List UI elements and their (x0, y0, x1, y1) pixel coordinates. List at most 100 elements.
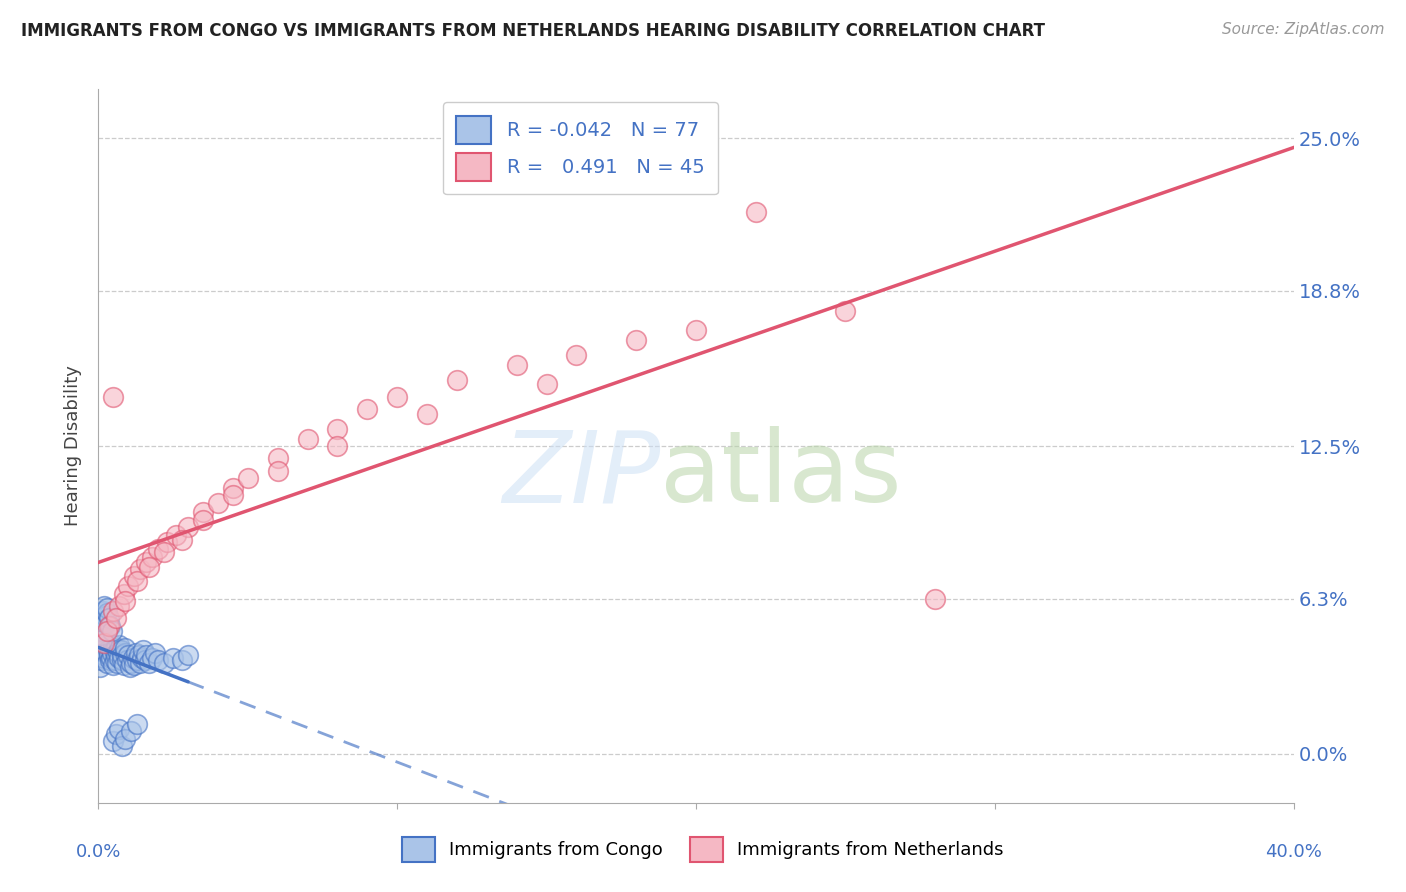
Point (91, 633, 114, 648)
Point (356, 402, 378, 417)
Point (103, 643, 125, 657)
Point (94, 616, 117, 631)
Point (134, 653, 156, 667)
Point (108, 650, 131, 665)
Point (94, 608, 117, 623)
Point (924, 591, 946, 606)
Point (135, 648, 157, 662)
Point (112, 587, 135, 601)
Point (118, 660, 141, 674)
Point (626, 333, 648, 347)
Point (114, 594, 136, 608)
Point (89, 611, 111, 625)
Point (685, 323, 707, 337)
Point (103, 734, 125, 748)
Point (89, 660, 111, 674)
Point (129, 656, 152, 670)
Point (172, 653, 194, 667)
Point (96, 656, 118, 670)
Point (138, 559, 160, 574)
Point (536, 377, 558, 392)
Point (153, 656, 176, 670)
Point (100, 650, 122, 665)
Point (107, 646, 129, 660)
Point (97, 611, 120, 625)
Point (96, 638, 118, 652)
Point (108, 722, 131, 736)
Point (110, 643, 132, 657)
Point (165, 527, 187, 541)
Point (101, 624, 124, 638)
Point (125, 646, 148, 660)
Point (131, 650, 153, 665)
Point (101, 638, 124, 652)
Point (121, 650, 143, 665)
Point (104, 648, 127, 662)
Point (94, 633, 117, 648)
Point (120, 724, 142, 739)
Point (101, 646, 124, 660)
Point (93, 599, 115, 613)
Point (222, 481, 245, 495)
Point (138, 656, 160, 670)
Point (267, 451, 290, 466)
Point (128, 648, 150, 662)
Point (141, 549, 163, 564)
Point (127, 574, 149, 589)
Point (91, 636, 114, 650)
Point (236, 471, 259, 485)
Point (135, 555, 157, 569)
Point (105, 656, 128, 670)
Point (148, 653, 170, 667)
Point (385, 390, 409, 404)
Point (222, 488, 245, 502)
Point (326, 439, 349, 453)
Text: Source: ZipAtlas.com: Source: ZipAtlas.com (1222, 22, 1385, 37)
Point (177, 648, 200, 662)
Point (91, 604, 114, 618)
Point (90, 628, 112, 642)
Point (90, 643, 112, 657)
Point (172, 533, 194, 547)
Point (104, 653, 127, 667)
Point (107, 638, 129, 652)
Point (129, 562, 152, 576)
Point (148, 542, 170, 557)
Point (108, 599, 131, 613)
Point (103, 604, 125, 618)
Point (89, 618, 111, 632)
Point (93, 650, 115, 665)
Legend: R = -0.042   N = 77, R =   0.491   N = 45: R = -0.042 N = 77, R = 0.491 N = 45 (443, 103, 718, 194)
Point (127, 653, 149, 667)
Point (96, 624, 118, 638)
Point (162, 650, 184, 665)
Point (97, 643, 120, 657)
Point (446, 373, 468, 387)
Point (416, 407, 439, 421)
Point (112, 658, 135, 673)
Point (143, 646, 166, 660)
Point (96, 601, 118, 615)
Point (93, 614, 115, 628)
Point (191, 513, 214, 527)
Point (115, 653, 138, 667)
Point (100, 640, 122, 655)
Text: 0.0%: 0.0% (76, 843, 121, 861)
Point (506, 358, 529, 372)
Point (153, 545, 176, 559)
Point (834, 303, 856, 318)
Point (90, 653, 112, 667)
Point (114, 731, 136, 746)
Point (105, 640, 128, 655)
Point (114, 646, 136, 660)
Point (124, 569, 146, 583)
Point (745, 205, 768, 219)
Point (111, 739, 134, 754)
Y-axis label: Hearing Disability: Hearing Disability (65, 366, 83, 526)
Point (156, 535, 179, 549)
Point (97, 648, 120, 662)
Point (105, 611, 128, 625)
Point (103, 390, 125, 404)
Point (96, 607, 118, 621)
Text: atlas: atlas (661, 426, 901, 523)
